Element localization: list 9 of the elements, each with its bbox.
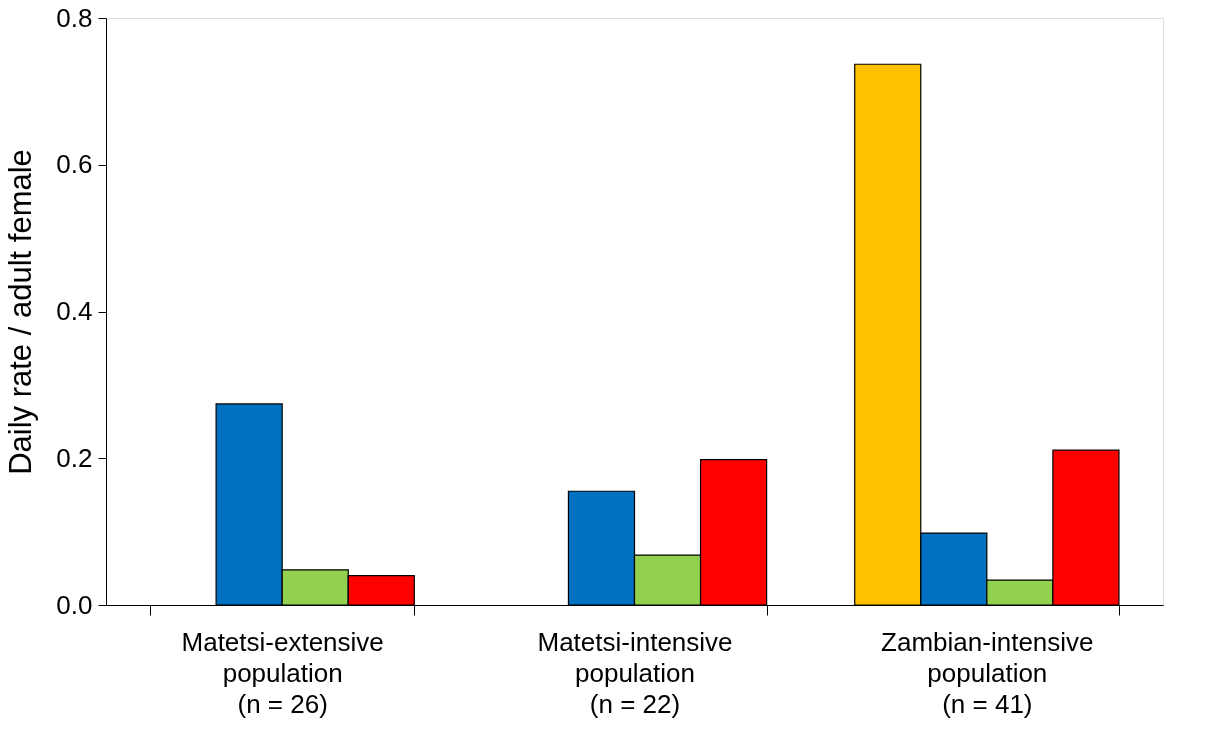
y-tick-label: 0.2 <box>56 442 93 473</box>
x-tick-label: Zambian-intensive population (n = 41) <box>881 626 1094 719</box>
y-tick-label: 0.6 <box>56 149 93 180</box>
y-tick-label: 0.8 <box>56 2 93 33</box>
x-tick-label: Matetsi-intensive population (n = 22) <box>537 626 733 719</box>
y-tick-label: 0.4 <box>56 296 93 326</box>
x-tick-label: Matetsi-extensive population (n = 26) <box>181 626 384 719</box>
y-tick-label: 0.0 <box>56 589 93 620</box>
y-axis-title: Daily rate / adult female <box>3 149 39 475</box>
